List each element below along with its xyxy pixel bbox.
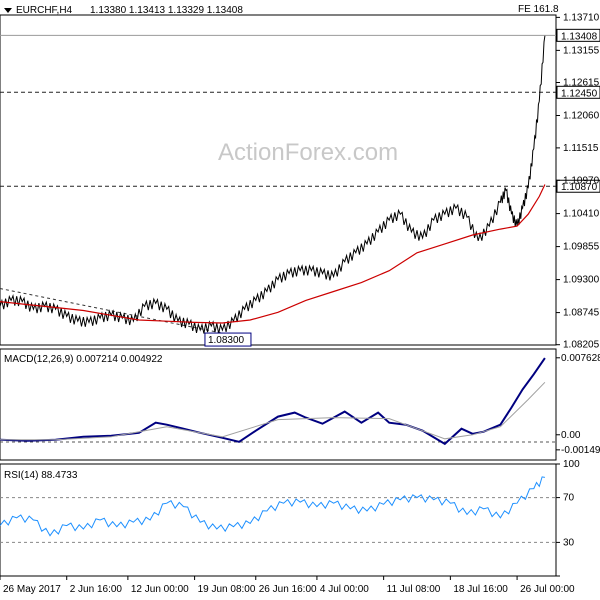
level-label: 1.12450 <box>561 88 598 99</box>
macd-panel: 0.007628 0.00 -0.001494 MACD(12,26,9) 0.00… <box>0 348 600 461</box>
low-annotation-label: 1.08300 <box>208 335 245 346</box>
level-label: 1.10870 <box>561 182 598 193</box>
rsi-title: RSI(14) 88.4733 <box>4 470 78 481</box>
price-series <box>0 35 546 334</box>
level-label: 1.13408 <box>561 31 598 42</box>
ohlc-label: 1.13380 1.13413 1.13329 1.13408 <box>90 5 243 16</box>
price-y-tick-label: 1.12060 <box>563 110 600 121</box>
moving-average-line <box>0 184 546 324</box>
rsi-series <box>0 476 545 537</box>
x-tick-label: 12 Jun 00:00 <box>131 584 189 595</box>
fe-annotation-label: FE 161.8 <box>518 4 559 15</box>
macd-y-ticks: 0.007628 0.00 -0.001494 <box>556 353 600 456</box>
trendline-line <box>0 288 223 334</box>
x-tick-label: 11 Jul 08:00 <box>387 584 441 595</box>
price-annotations: 1.08300 FE 161.8 <box>204 4 559 347</box>
x-tick-label: 18 Jul 16:00 <box>453 584 508 595</box>
level-box <box>556 28 600 42</box>
price-y-tick-label: 1.09855 <box>563 242 600 253</box>
chart-header: EURCHF,H4 1.13380 1.13413 1.13329 1.1340… <box>4 5 243 16</box>
level-box <box>556 85 600 99</box>
macd-y-tick-label: 0.00 <box>561 430 581 441</box>
x-tick-label: 26 Jun 16:00 <box>259 584 317 595</box>
level-box <box>556 179 600 193</box>
macd-y-tick-label: -0.001494 <box>561 445 600 456</box>
rsi-y-tick-label: 100 <box>563 459 580 470</box>
price-y-ticks: 1.13710 1.13155 1.12615 1.12060 1.11515 1.109… <box>556 12 600 351</box>
rsi-panel: 100 70 30 RSI(14) 88.4733 <box>0 459 580 577</box>
price-y-tick-label: 1.12615 <box>563 77 600 88</box>
horizontal-levels: 1.13408 1.12450 1.10870 <box>0 28 600 193</box>
rsi-levels <box>0 497 556 543</box>
price-panel-frame <box>0 14 557 346</box>
price-y-tick-label: 1.09300 <box>563 275 600 286</box>
price-y-tick-label: 1.11515 <box>563 143 599 154</box>
low-annotation-box <box>204 332 252 347</box>
macd-title: MACD(12,26,9) 0.007214 0.004922 <box>4 354 163 365</box>
rsi-y-ticks: 100 70 30 <box>556 459 580 577</box>
rsi-y-tick-label: 30 <box>563 537 575 548</box>
watermark: ActionForex.com <box>218 139 398 166</box>
x-tick-label: 19 Jun 08:00 <box>198 584 256 595</box>
price-y-tick-label: 1.10970 <box>563 175 600 186</box>
price-panel: ActionForex.com 1.13408 1.12450 1.10870 1.… <box>0 4 600 351</box>
price-y-tick-label: 1.13710 <box>563 12 600 23</box>
x-tick-label: 26 May 2017 <box>3 584 61 595</box>
macd-series <box>0 357 546 446</box>
x-tick-label: 2 Jun 16:00 <box>70 584 123 595</box>
price-y-tick-label: 1.08205 <box>563 340 600 351</box>
rsi-y-tick-label: 70 <box>563 493 575 504</box>
symbol-label: EURCHF,H4 <box>16 5 73 16</box>
dropdown-triangle-icon[interactable] <box>4 8 12 13</box>
macd-panel-frame <box>0 348 557 461</box>
macd-signal-line <box>0 381 546 441</box>
rsi-line <box>0 476 545 537</box>
price-y-tick-label: 1.08745 <box>563 308 600 319</box>
trendline <box>0 288 223 334</box>
price-series-line <box>0 35 546 334</box>
price-y-tick-label: 1.13155 <box>563 45 600 56</box>
rsi-panel-frame <box>0 463 557 577</box>
x-tick-label: 26 Jul 00:00 <box>520 584 575 595</box>
price-y-tick-label: 1.10410 <box>563 209 600 220</box>
x-axis: 26 May 2017 2 Jun 16:00 12 Jun 00:00 19 Jun… <box>0 576 575 595</box>
x-tick-label: 4 Jul 00:00 <box>320 584 369 595</box>
macd-y-tick-label: 0.007628 <box>561 353 600 364</box>
